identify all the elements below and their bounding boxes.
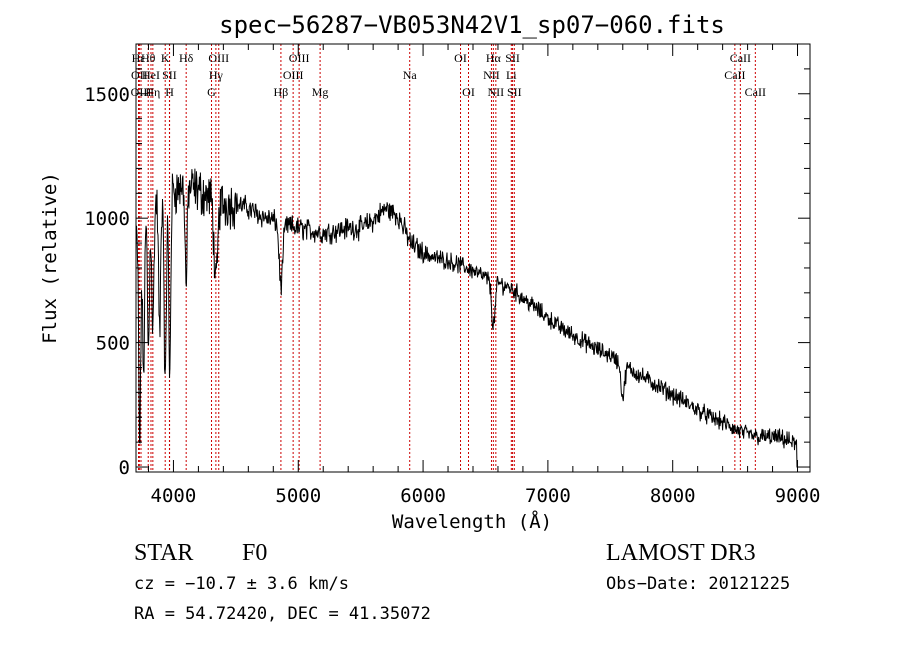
x-tick-label: 7000 [525,485,571,507]
spectral-line-label: K [161,51,170,65]
y-tick-label: 0 [119,457,130,479]
x-tick-label: 9000 [775,485,821,507]
spectral-line-label: Hε [132,51,146,65]
spectrum-curve [135,168,798,468]
chart-title: spec−56287−VB053N42V1_sp07−060.fits [219,11,725,39]
spectral-line-label: OI [454,51,467,65]
spectral-line-label: OIII [289,51,310,65]
spectral-line-label: Hη [145,85,160,99]
coordinates: RA = 54.72420, DEC = 41.35072 [134,604,431,624]
x-tick-label: 5000 [275,485,321,507]
y-tick-label: 500 [96,333,130,355]
spectral-line-label: Mg [312,85,329,99]
spectral-line-label: OIII [208,51,229,65]
spectral-line-label: Hα [486,51,502,65]
y-tick-label: 1000 [84,208,130,230]
spectral-line-label: CaII [730,51,751,65]
spectral-line-label: OIII [283,68,304,82]
spectral-line-markers [137,44,756,472]
spectral-line-label: Na [403,68,418,82]
obs-date: Obs−Date: 20121225 [606,574,791,594]
spectral-line-label: HeI [142,68,160,82]
y-axis-label: Flux (relative) [39,172,61,344]
spectral-line-label: NII [483,68,500,82]
spectral-line-label: SII [162,68,177,82]
axis-ticks: 4000 5000 6000 7000 8000 9000 0 500 1000 1500 [84,43,821,507]
y-tick-label: 1500 [84,84,130,106]
spectral-line-label: SII [505,51,520,65]
spectral-line-label: Hβ [274,85,289,99]
x-axis-label: Wavelength (Å) [392,510,552,533]
spectral-line-label: SII [507,85,522,99]
spectral-line-label: H [165,85,174,99]
survey-label: LAMOST DR3 [606,540,756,566]
object-class: STAR [134,540,194,566]
spectral-line-label: NII [488,85,505,99]
redshift-cz: cz = −10.7 ± 3.6 km/s [134,574,349,594]
x-tick-label: 6000 [400,485,446,507]
spectral-line-label: G [207,85,216,99]
spectral-line-label: OI [462,85,475,99]
spectral-line-label: CaII [745,85,766,99]
spectral-line-label: Li [506,68,517,82]
spectral-line-label: Hδ [179,51,194,65]
spectral-line-label: Hθ [141,51,156,65]
spectral-line-label: Hγ [209,68,224,82]
x-tick-label: 8000 [650,485,696,507]
spectral-line-label: OII [131,68,148,82]
x-tick-label: 4000 [151,485,197,507]
plot-frame [135,43,811,473]
spectral-line-label: CaII [724,68,745,82]
spectral-subclass: F0 [242,540,268,566]
